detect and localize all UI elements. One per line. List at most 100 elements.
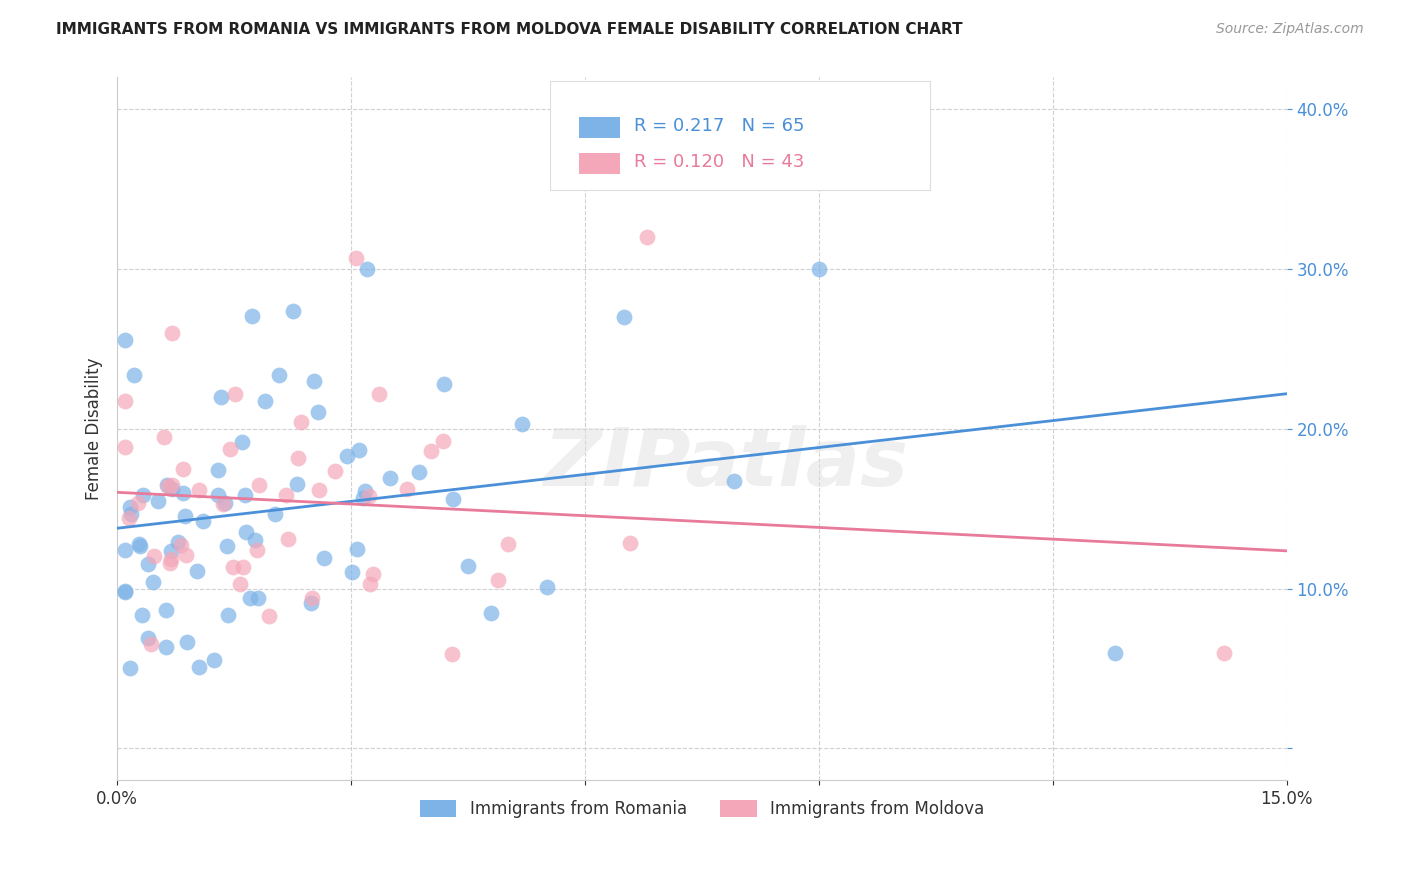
Point [245,533,267,548]
FancyBboxPatch shape [550,81,929,190]
Point [207,488,229,502]
Point [323,464,346,478]
Point [160,544,183,558]
Point [408,466,430,480]
Point [176,635,198,649]
Point [212,497,235,511]
Point [159,556,181,570]
Point [156,479,179,493]
Point [167,535,190,549]
Point [368,387,391,401]
Point [246,543,269,558]
Point [344,251,367,265]
Point [160,552,183,566]
Point [174,509,197,524]
Point [191,515,214,529]
Point [231,435,253,450]
Point [155,640,177,655]
Point [187,483,209,497]
Y-axis label: Female Disability: Female Disability [86,358,103,500]
Point [276,488,298,502]
Point [359,576,381,591]
Point [232,559,254,574]
Point [510,417,533,431]
Point [114,333,136,347]
Point [496,537,519,551]
Point [269,368,291,382]
Text: Source: ZipAtlas.com: Source: ZipAtlas.com [1216,22,1364,37]
FancyBboxPatch shape [579,153,620,175]
Point [172,462,194,476]
Point [346,541,368,556]
Point [162,482,184,496]
Point [160,326,183,340]
Point [336,449,359,463]
Point [188,659,211,673]
Legend: Immigrants from Romania, Immigrants from Moldova: Immigrants from Romania, Immigrants from… [413,793,991,825]
Point [129,539,152,553]
Point [209,390,232,404]
Point [308,483,330,497]
Point [156,477,179,491]
Point [536,581,558,595]
Point [359,489,381,503]
Point [127,496,149,510]
Point [120,508,142,522]
Point [235,524,257,539]
Point [114,393,136,408]
Point [239,591,262,606]
Point [441,491,464,506]
Point [215,539,238,553]
Point [352,491,374,506]
Point [136,557,159,571]
Point [636,230,658,244]
FancyBboxPatch shape [579,117,620,138]
Point [132,488,155,502]
Point [807,262,830,277]
Point [174,549,197,563]
Point [122,368,145,382]
Text: IMMIGRANTS FROM ROMANIA VS IMMIGRANTS FROM MOLDOVA FEMALE DISABILITY CORRELATION: IMMIGRANTS FROM ROMANIA VS IMMIGRANTS FR… [56,22,963,37]
Point [131,607,153,622]
Point [287,450,309,465]
Point [229,577,252,591]
Point [120,661,142,675]
Point [128,537,150,551]
Point [361,567,384,582]
Point [114,543,136,558]
Point [142,575,165,590]
Point [233,488,256,502]
Point [218,442,240,456]
Point [139,637,162,651]
Point [170,538,193,552]
Point [396,482,419,496]
Point [114,583,136,598]
Point [1213,646,1236,660]
Point [723,474,745,488]
Point [202,653,225,667]
Point [457,558,479,573]
Point [486,574,509,588]
Point [277,532,299,546]
Point [301,591,323,606]
Point [222,560,245,574]
Point [155,603,177,617]
Point [314,550,336,565]
Point [247,591,270,605]
Point [160,478,183,492]
Point [172,485,194,500]
Point [285,477,308,491]
Point [340,565,363,579]
Point [304,374,326,388]
Point [146,494,169,508]
Point [353,484,375,499]
Point [347,442,370,457]
Point [356,262,378,277]
Point [153,430,176,444]
Point [118,511,141,525]
Point [253,393,276,408]
Point [120,500,142,515]
Point [481,606,503,620]
Point [114,585,136,599]
Point [214,496,236,510]
